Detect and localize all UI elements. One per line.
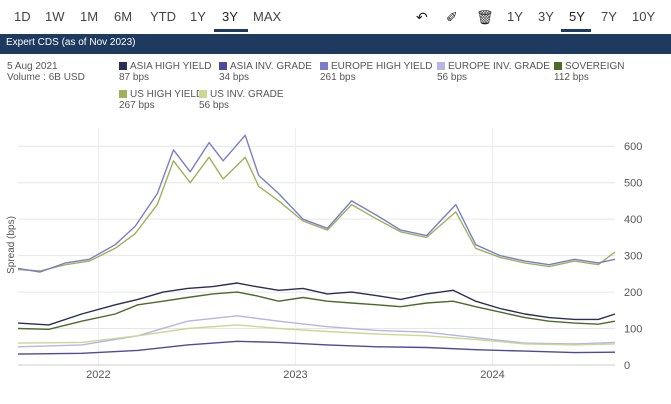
series-line-us-inv-grade [17, 324, 616, 346]
range-button-6m[interactable]: 6M [114, 9, 133, 24]
legend-swatch [199, 90, 207, 98]
hover-volume: Volume : 6B USD [7, 72, 85, 83]
range-button-max[interactable]: MAX [253, 9, 282, 24]
period-button-7y[interactable]: 7Y [601, 9, 617, 24]
y-tick-label: 300 [624, 251, 642, 263]
chart-title: Expert CDS (as of Nov 2023) [6, 37, 136, 48]
legend-swatch [119, 90, 127, 98]
period-button-5y[interactable]: 5Y [569, 9, 585, 24]
y-tick-label: 400 [624, 214, 642, 226]
legend-value: 267 bps [119, 100, 155, 111]
hover-date: 5 Aug 2021 [7, 61, 58, 72]
active-range-indicator [214, 29, 248, 32]
legend-item[interactable]: ASIA INV. GRADE 34 bps [219, 61, 312, 83]
legend-swatch [437, 62, 445, 70]
legend-value: 56 bps [199, 100, 230, 111]
legend-label: ASIA HIGH YIELD [130, 61, 212, 72]
legend-value: 261 bps [320, 72, 356, 83]
legend-label: SOVEREIGN [565, 61, 625, 72]
legend-label: US HIGH YIELD [130, 89, 204, 100]
series-line-asia-inv-grade [17, 340, 616, 355]
undo-icon[interactable]: ↶ [416, 9, 428, 25]
legend-label: US INV. GRADE [210, 89, 284, 100]
period-button-10y[interactable]: 10Y [632, 9, 656, 24]
x-tick-label: 2024 [480, 369, 504, 381]
y-tick-label: 100 [624, 324, 642, 336]
legend-swatch [554, 62, 562, 70]
legend-value: 56 bps [437, 72, 468, 83]
range-button-1w[interactable]: 1W [45, 9, 65, 24]
trash-icon[interactable]: 🗑 [476, 9, 494, 25]
legend-label: EUROPE HIGH YIELD [331, 61, 433, 72]
range-button-ytd[interactable]: YTD [150, 9, 176, 24]
chart-header-banner: Expert CDS (as of Nov 2023) [0, 34, 671, 54]
period-button-1y[interactable]: 1Y [507, 9, 523, 24]
legend-value: 112 bps [554, 72, 589, 83]
y-tick-label: 500 [624, 178, 642, 190]
legend-swatch [119, 62, 127, 70]
magnet-icon[interactable]: ✐ [446, 9, 458, 25]
range-button-1d[interactable]: 1D [14, 9, 31, 24]
y-tick-label: 600 [624, 141, 642, 153]
legend-label: EUROPE INV. GRADE [448, 61, 550, 72]
legend-value: 87 bps [119, 72, 150, 83]
range-button-1m[interactable]: 1M [80, 9, 99, 24]
legend-label: ASIA INV. GRADE [230, 61, 312, 72]
hover-info: 5 Aug 2021 Volume : 6B USD [7, 61, 85, 83]
range-button-3y[interactable]: 3Y [222, 9, 238, 24]
legend-item[interactable]: EUROPE INV. GRADE 56 bps [437, 61, 550, 83]
toolbar: 1D 1W 1M 6M YTD 1Y 3Y MAX ↶ ✐ 🗑 1Y 3Y 5Y 7Y 10Y [0, 0, 671, 34]
legend-item[interactable]: EUROPE HIGH YIELD 261 bps [320, 61, 433, 83]
period-button-3y[interactable]: 3Y [538, 9, 554, 24]
legend-item[interactable]: US INV. GRADE 56 bps [199, 89, 284, 111]
y-tick-label: 0 [624, 360, 630, 372]
active-period-indicator [561, 29, 591, 32]
series-line-sovereign [17, 291, 616, 330]
series-line-asia-high-yield [17, 282, 616, 326]
x-tick-label: 2023 [283, 369, 307, 381]
range-button-1y[interactable]: 1Y [190, 9, 206, 24]
x-tick-label: 2022 [86, 369, 110, 381]
legend-item[interactable]: US HIGH YIELD 267 bps [119, 89, 203, 111]
legend-value: 34 bps [219, 72, 250, 83]
series-line-us-high-yield [17, 156, 616, 272]
legend-item[interactable]: ASIA HIGH YIELD 87 bps [119, 61, 212, 83]
legend-swatch [219, 62, 227, 70]
y-axis-title: Spread (bps) [6, 216, 17, 274]
legend-swatch [320, 62, 328, 70]
legend-item[interactable]: SOVEREIGN 112 bps [554, 61, 624, 83]
series-line-europe-high-yield [17, 134, 616, 273]
y-tick-label: 200 [624, 287, 642, 299]
